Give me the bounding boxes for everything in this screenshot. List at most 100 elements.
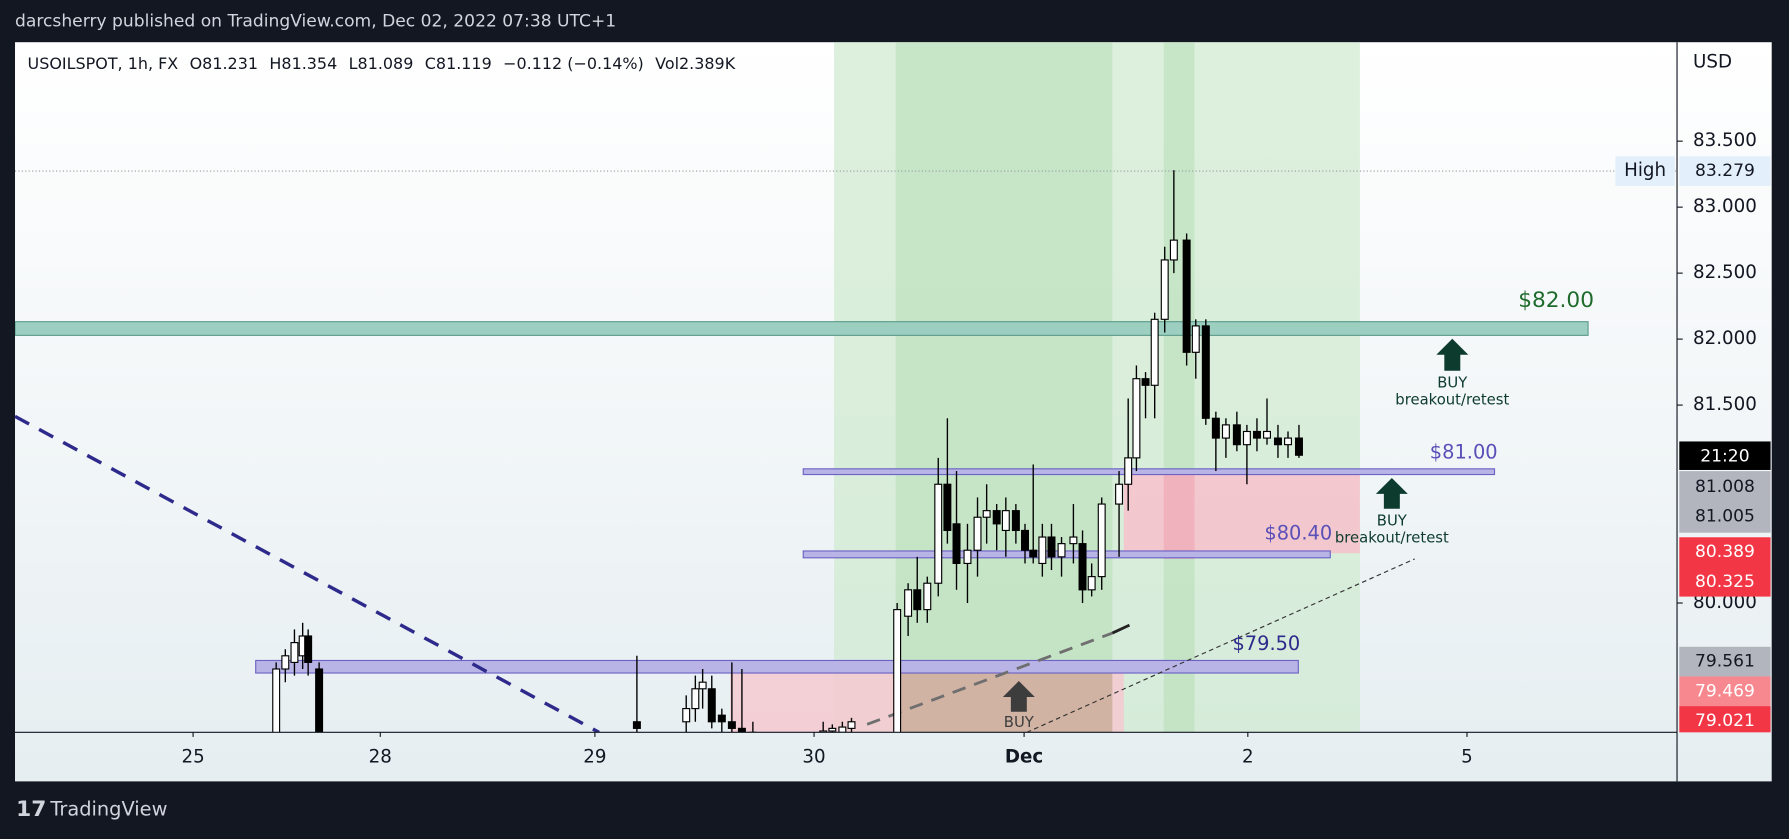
candle-body — [1132, 378, 1141, 459]
annotation: BUY — [1377, 512, 1408, 529]
candle-body — [1273, 437, 1282, 446]
candle-body — [1078, 543, 1087, 591]
long-zone-dark — [1163, 42, 1195, 733]
candle-body — [1038, 536, 1047, 565]
candle-body — [1029, 549, 1038, 558]
candle-body — [952, 523, 961, 565]
stop-zone — [1123, 471, 1360, 554]
candle-body — [893, 609, 902, 733]
currency: USD — [1693, 52, 1732, 73]
candle-body — [1284, 437, 1292, 446]
y-tick-label: 81.500 — [1693, 394, 1757, 415]
x-tick-label: 30 — [802, 746, 825, 767]
candle-body — [632, 721, 641, 729]
candle-body — [1242, 430, 1251, 446]
stop-zone-dark — [1163, 471, 1195, 559]
price-tag — [1679, 156, 1771, 186]
support-zone — [802, 468, 1496, 476]
candle-body — [1252, 430, 1261, 439]
price-tag-label: 79.021 — [1695, 711, 1755, 731]
candle-body — [943, 483, 952, 532]
price-tag — [1679, 676, 1771, 707]
candle-body — [963, 549, 972, 565]
drawings — [15, 42, 1678, 733]
annotation: $82.00 — [1518, 288, 1594, 313]
candle-body — [1232, 424, 1241, 446]
trend-line — [1026, 558, 1415, 733]
candle-body — [1057, 543, 1066, 558]
candle-body — [923, 582, 932, 611]
ohlc: Vol2.389K — [655, 53, 736, 72]
candle-body — [1141, 378, 1150, 386]
candle-body — [1124, 457, 1133, 485]
price-tag-label: High — [1624, 160, 1666, 181]
x-tick-label: 25 — [181, 746, 204, 767]
x-tick-label: 28 — [369, 746, 392, 767]
candle-body — [847, 721, 856, 729]
candle-body — [934, 483, 943, 584]
support-zone — [255, 659, 1299, 674]
candle-body — [1097, 503, 1106, 578]
candle-body — [272, 668, 281, 733]
candle-body — [281, 655, 290, 670]
price-tag-label: 83.279 — [1695, 161, 1755, 181]
price-tag-label: 80.389 — [1695, 542, 1755, 562]
price-tag-label: 80.325 — [1695, 572, 1755, 592]
candle-body — [828, 727, 837, 732]
candle-body — [1115, 483, 1124, 505]
candle-body — [290, 642, 299, 663]
candle-body — [304, 635, 313, 663]
annotation: $79.50 — [1232, 632, 1300, 655]
y-tick-label: 82.000 — [1693, 328, 1757, 349]
candle-body — [1011, 510, 1020, 532]
x-tick-label: 5 — [1461, 746, 1473, 767]
support-zone — [802, 550, 1331, 559]
candle-body — [1047, 536, 1056, 558]
x-tick-label: 29 — [583, 746, 606, 767]
candle-body — [691, 688, 700, 710]
candle-body — [707, 688, 716, 723]
candle-body — [1001, 510, 1010, 532]
price-tag-label: 81.008 — [1695, 477, 1755, 497]
annotation: $80.40 — [1264, 521, 1332, 544]
candle-body — [1191, 325, 1200, 353]
y-tick-label: 82.500 — [1693, 262, 1757, 283]
trend-line — [1111, 623, 1131, 635]
buy-arrow — [1002, 681, 1035, 712]
candle-body — [727, 721, 736, 729]
candle-body — [982, 510, 991, 518]
x-tick-label: Dec — [1005, 746, 1043, 767]
ohlc: C81.119 — [425, 53, 492, 72]
candle-body — [737, 727, 746, 733]
candle-body — [1211, 417, 1220, 439]
candle-body — [1150, 318, 1159, 386]
candle-body — [1087, 576, 1096, 591]
price-tag-label: 81.005 — [1695, 507, 1755, 527]
candle-body — [315, 668, 324, 733]
annotation: BUY — [1004, 714, 1035, 731]
ohlc: −0.112 (−0.14%) — [503, 53, 644, 72]
candle-body — [1182, 239, 1191, 353]
candle-body — [913, 589, 922, 611]
price-tag — [1679, 706, 1771, 733]
price-tag-label: 79.561 — [1695, 652, 1755, 672]
candle-body — [1201, 325, 1210, 419]
ohlc: O81.231 — [190, 53, 258, 72]
ohlc: L81.089 — [349, 53, 414, 72]
candle-body — [819, 730, 828, 733]
annotation: breakout/retest — [1335, 529, 1449, 546]
candle-body — [1160, 259, 1169, 320]
candle-body — [1169, 239, 1178, 261]
price-tag — [1679, 646, 1771, 677]
candle-body — [904, 589, 913, 617]
annotation: BUY — [1437, 374, 1468, 391]
resistance-zone — [15, 321, 1589, 336]
candle-body — [1021, 529, 1029, 551]
candle-body — [838, 726, 847, 733]
candle-body — [682, 708, 691, 723]
price-tag — [1615, 156, 1675, 186]
y-tick-label: 83.500 — [1693, 130, 1757, 151]
annotation: $81.00 — [1430, 440, 1498, 463]
candle-body — [973, 516, 982, 551]
